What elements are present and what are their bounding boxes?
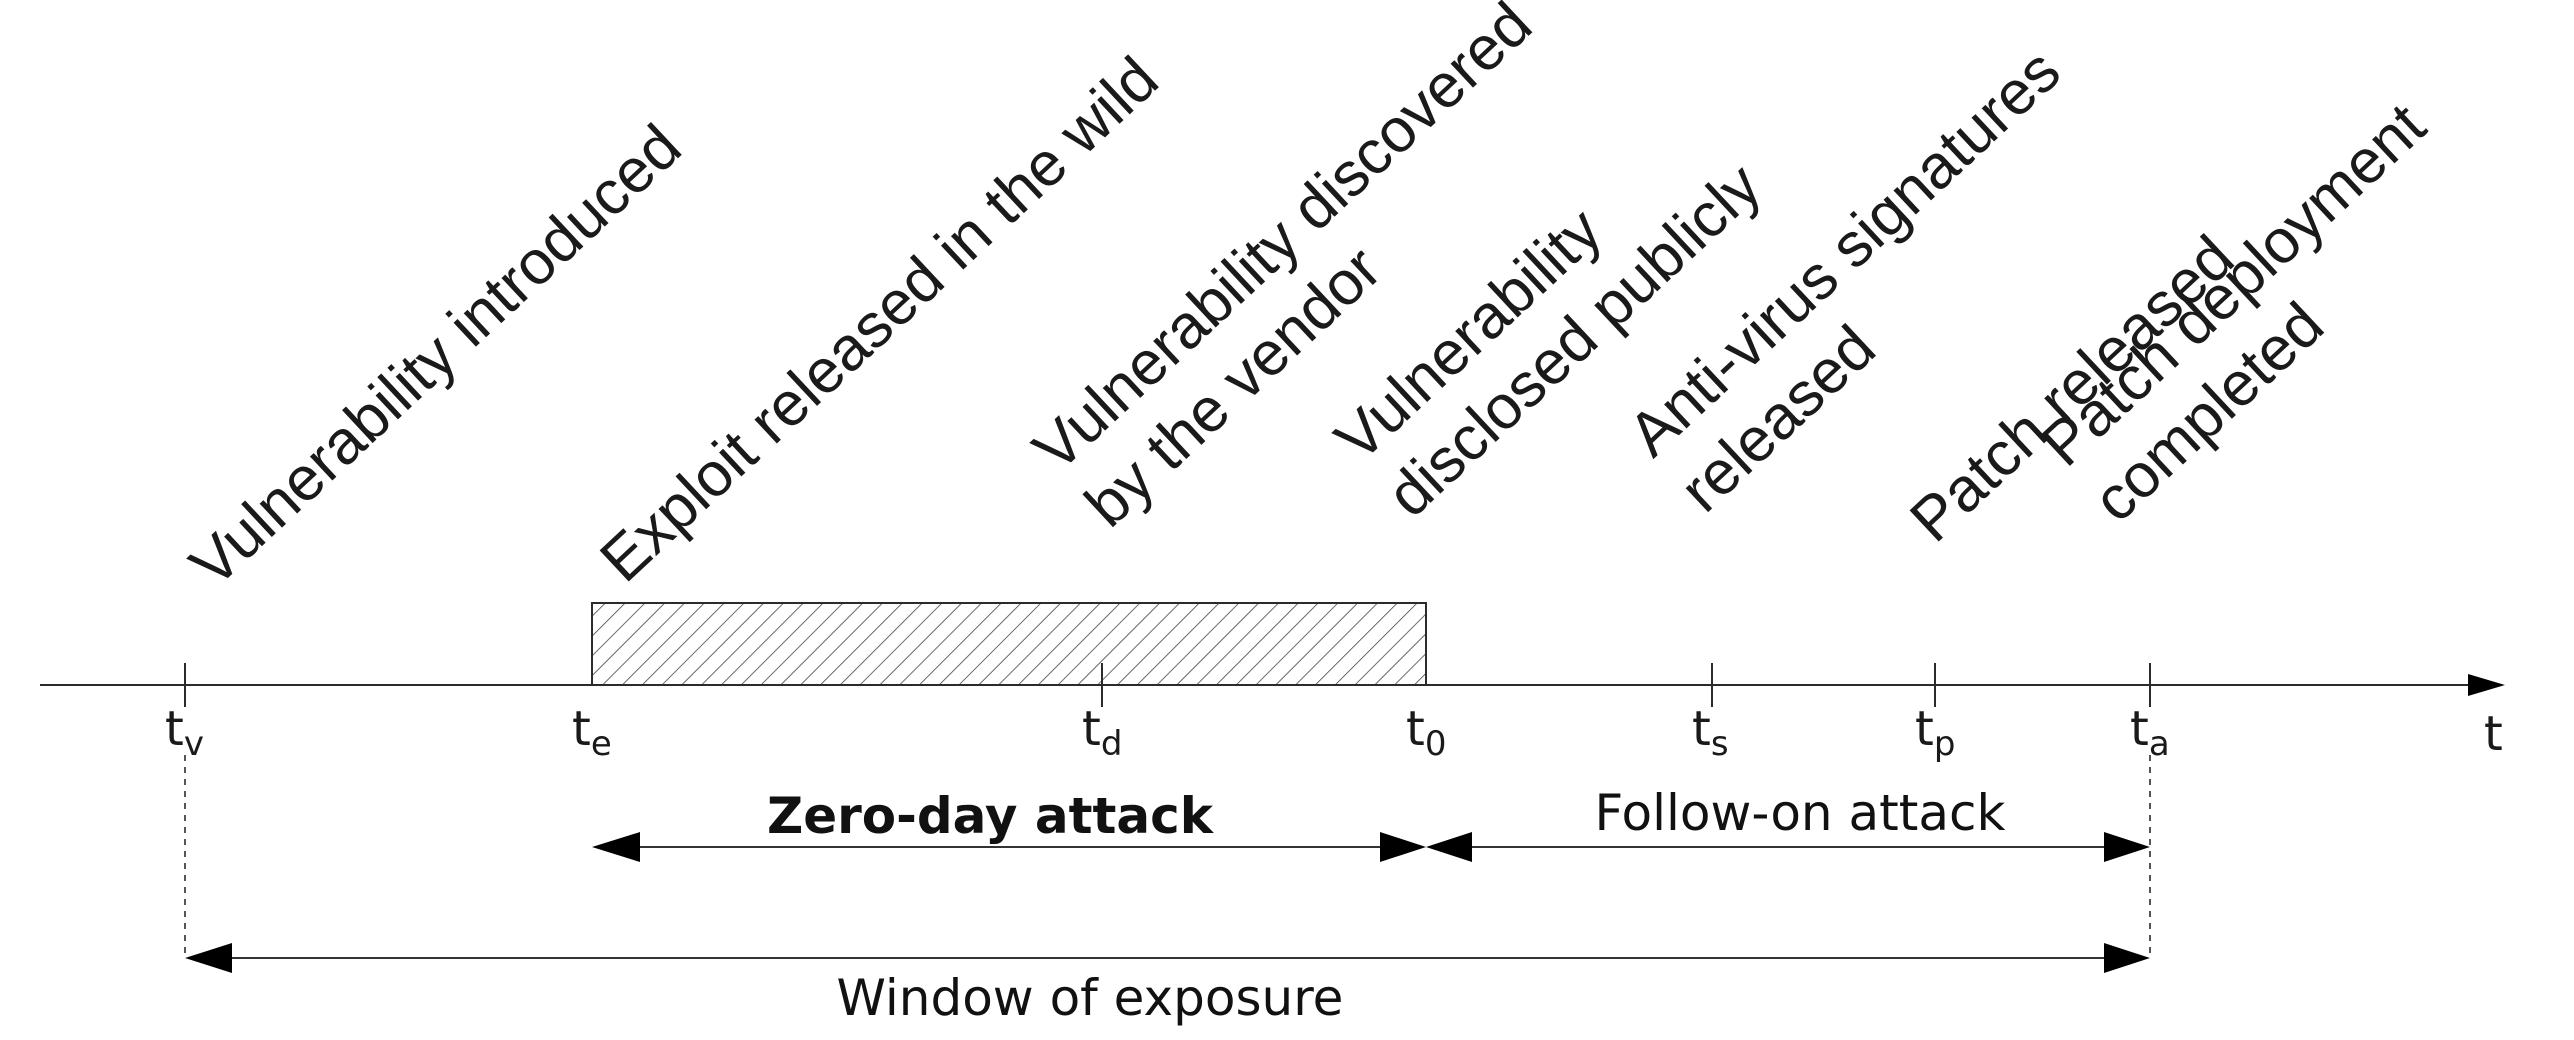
time-axis-label: t xyxy=(2484,706,2503,762)
exposure-right-arrowhead xyxy=(2104,943,2150,973)
ta-tick-label: ta xyxy=(2130,701,2170,764)
zero-day-right-arrowhead xyxy=(1380,832,1426,862)
td-tick-label: td xyxy=(1082,701,1122,764)
te-tick-label: te xyxy=(572,701,612,764)
tp-tick-label: tp xyxy=(1915,701,1955,764)
follow-on-right-arrowhead xyxy=(2104,832,2150,862)
time-axis-arrowhead xyxy=(2468,674,2505,696)
te-event-label: Exploit released in the wild xyxy=(587,44,1171,595)
tv-tick-label: tv xyxy=(165,701,204,764)
ts-tick-label: ts xyxy=(1692,701,1729,764)
zero-day-attack-label: Zero-day attack xyxy=(767,787,1215,845)
exposure-left-arrowhead xyxy=(185,943,232,973)
te-event-label-line: Exploit released in the wild xyxy=(587,44,1171,595)
window-of-exposure-label: Window of exposure xyxy=(837,969,1344,1027)
follow-on-left-arrowhead xyxy=(1426,832,1472,862)
follow-on-attack-label: Follow-on attack xyxy=(1595,784,2006,842)
zero-day-hatched-region xyxy=(591,602,1427,686)
t0-tick-label: t0 xyxy=(1406,701,1446,764)
zero-day-left-arrowhead xyxy=(592,832,640,862)
